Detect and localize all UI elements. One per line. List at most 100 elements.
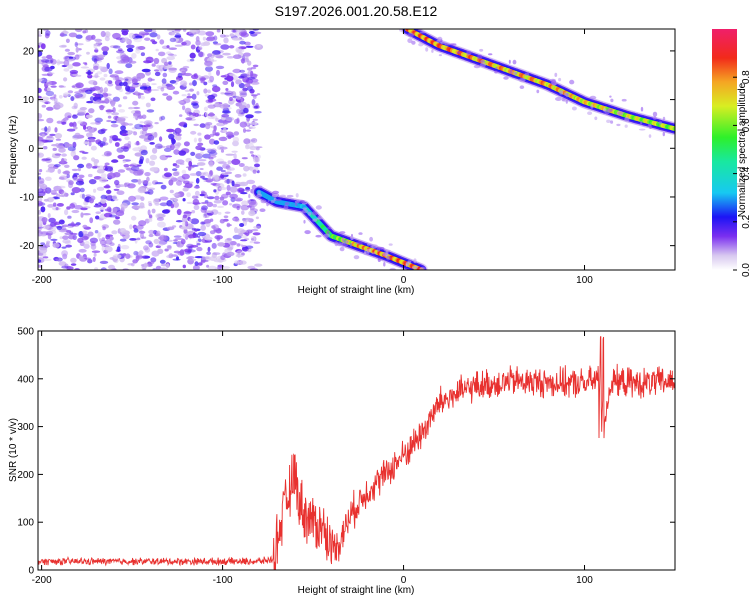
noise-blob <box>85 163 93 169</box>
noise-blob <box>157 145 167 149</box>
noise-blob <box>114 142 120 147</box>
noise-blob <box>140 232 144 239</box>
noise-blob <box>137 46 146 50</box>
noise-blob <box>189 173 198 176</box>
noise-blob <box>189 29 197 33</box>
noise-blob <box>211 242 217 249</box>
noise-blob <box>254 110 262 114</box>
noise-blob <box>102 50 108 56</box>
noise-blob <box>236 205 240 211</box>
noise-blob <box>250 228 259 232</box>
y-tick-label: 500 <box>17 327 34 338</box>
ridge-halo-blob <box>479 60 486 63</box>
noise-blob <box>58 85 64 88</box>
ridge-halo-blob <box>419 266 426 270</box>
ridge-halo-blob <box>271 193 279 198</box>
noise-blob <box>182 98 191 104</box>
noise-blob <box>217 242 226 247</box>
noise-blob <box>54 163 61 168</box>
ridge-halo-blob <box>397 21 400 24</box>
noise-blob <box>150 97 156 102</box>
noise-blob <box>64 164 70 168</box>
noise-blob <box>234 197 244 202</box>
noise-blob <box>245 129 252 132</box>
noise-blob <box>109 137 113 144</box>
noise-blob <box>200 221 206 225</box>
noise-blob <box>107 115 112 119</box>
noise-blob <box>160 87 165 92</box>
noise-blob <box>229 33 235 37</box>
noise-blob <box>109 214 117 218</box>
ridge-halo-blob <box>342 243 349 247</box>
noise-blob <box>91 157 96 162</box>
ridge-halo-blob <box>312 218 318 222</box>
noise-blob <box>110 101 116 107</box>
noise-blob <box>202 41 211 46</box>
noise-blob <box>222 127 227 133</box>
ridge-halo-blob <box>571 106 577 111</box>
noise-blob <box>106 119 112 123</box>
ridge-halo-blob <box>358 232 363 235</box>
noise-blob <box>251 78 259 83</box>
noise-blob <box>251 184 257 190</box>
noise-blob <box>71 209 80 214</box>
noise-blob <box>46 54 53 60</box>
noise-blob <box>115 37 123 41</box>
noise-blob <box>53 221 58 226</box>
noise-blob <box>85 114 93 119</box>
noise-blob <box>41 139 50 142</box>
noise-blob <box>251 98 256 106</box>
noise-blob <box>195 36 200 42</box>
noise-blob <box>195 39 201 46</box>
noise-blob <box>112 207 118 213</box>
noise-blob <box>229 96 233 102</box>
noise-blob <box>174 33 182 39</box>
noise-blob <box>153 131 158 138</box>
noise-blob <box>96 168 105 174</box>
noise-blob <box>253 105 258 109</box>
noise-blob <box>207 265 217 270</box>
noise-blob <box>132 106 141 110</box>
noise-blob <box>122 56 130 63</box>
noise-blob <box>163 61 169 66</box>
noise-blob <box>230 81 235 88</box>
noise-blob <box>116 190 125 195</box>
noise-blob <box>120 122 129 126</box>
noise-blob <box>223 122 228 125</box>
noise-blob <box>168 133 175 140</box>
noise-blob <box>148 229 155 235</box>
noise-blob <box>166 128 175 133</box>
noise-blob <box>219 34 226 38</box>
noise-blob <box>233 54 242 59</box>
noise-blob <box>38 30 42 36</box>
noise-blob <box>38 113 43 119</box>
noise-blob <box>197 231 207 237</box>
ridge-halo-blob <box>301 202 308 205</box>
noise-blob <box>210 209 219 215</box>
noise-blob <box>168 253 174 259</box>
ridge-halo-blob <box>638 128 646 131</box>
noise-blob <box>204 236 213 241</box>
noise-blob <box>153 238 160 244</box>
ridge-halo-blob <box>371 252 376 255</box>
spectrogram-noise <box>38 29 264 270</box>
noise-blob <box>163 147 172 152</box>
noise-blob <box>207 98 213 103</box>
noise-blob <box>194 261 199 266</box>
noise-blob <box>243 52 251 57</box>
noise-blob <box>95 42 101 45</box>
noise-blob <box>164 172 172 178</box>
noise-blob <box>89 217 94 224</box>
noise-blob <box>253 157 260 163</box>
ridge-halo-blob <box>418 22 425 26</box>
noise-blob <box>140 52 145 57</box>
noise-blob <box>100 198 107 204</box>
noise-blob <box>38 118 45 122</box>
noise-blob <box>248 210 256 217</box>
noise-blob <box>41 158 47 162</box>
noise-blob <box>148 242 154 248</box>
noise-blob <box>50 189 57 195</box>
noise-blob <box>117 154 125 159</box>
noise-blob <box>188 82 193 86</box>
ridge-halo-blob <box>658 121 663 125</box>
